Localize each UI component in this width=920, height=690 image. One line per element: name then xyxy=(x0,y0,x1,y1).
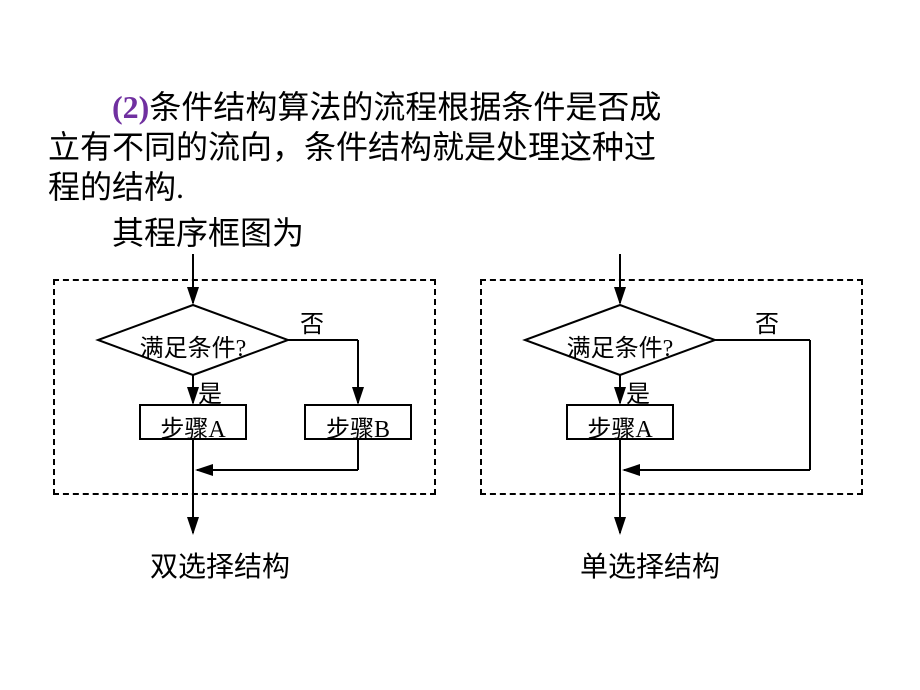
right-no-label: 否 xyxy=(755,304,779,339)
right-caption: 单选择结构 xyxy=(580,545,720,585)
right-diamond-label: 满足条件? xyxy=(537,328,703,363)
right-yes-label: 是 xyxy=(626,374,650,409)
right-box-a-label: 步骤A xyxy=(567,409,673,444)
right-diagram-svg xyxy=(0,0,920,690)
